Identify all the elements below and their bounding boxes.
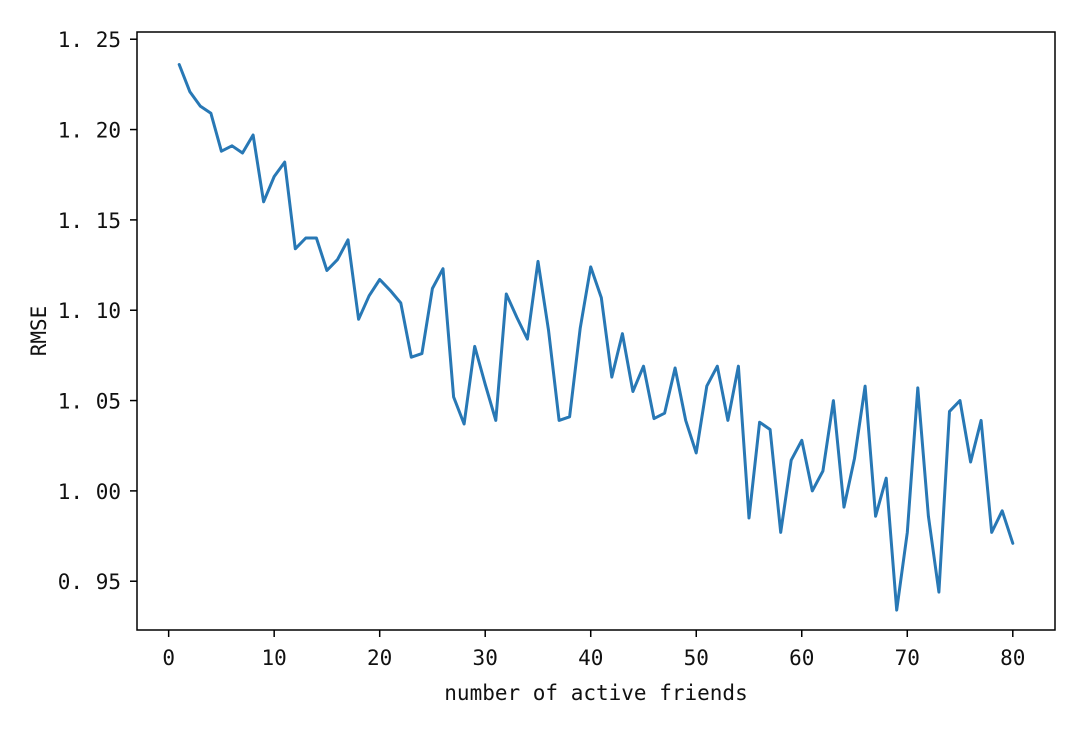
x-tick-label: 70 [895,646,920,670]
y-tick-label: 1. 00 [58,480,121,504]
x-tick-label: 80 [1000,646,1025,670]
y-tick-label: 1. 10 [58,299,121,323]
y-axis-label: RMSE [27,306,51,357]
x-tick-label: 0 [162,646,175,670]
x-tick-label: 50 [684,646,709,670]
y-axis-ticks: 0. 95 1. 00 1. 05 1. 10 1. 15 1. 20 1. 25 [58,28,137,594]
y-tick-label: 1. 20 [58,119,121,143]
y-tick-label: 0. 95 [58,570,121,594]
x-tick-label: 30 [473,646,498,670]
plot-area [136,31,1056,631]
y-tick-label: 1. 25 [58,28,121,52]
x-axis-ticks: 0 10 20 30 40 50 60 70 80 [162,630,1025,670]
series-line [177,63,1015,612]
y-tick-label: 1. 05 [58,390,121,414]
x-tick-label: 20 [367,646,392,670]
x-tick-label: 40 [578,646,603,670]
x-tick-label: 60 [789,646,814,670]
x-tick-label: 10 [262,646,287,670]
y-tick-label: 1. 15 [58,209,121,233]
x-axis-label: number of active friends [444,681,747,705]
